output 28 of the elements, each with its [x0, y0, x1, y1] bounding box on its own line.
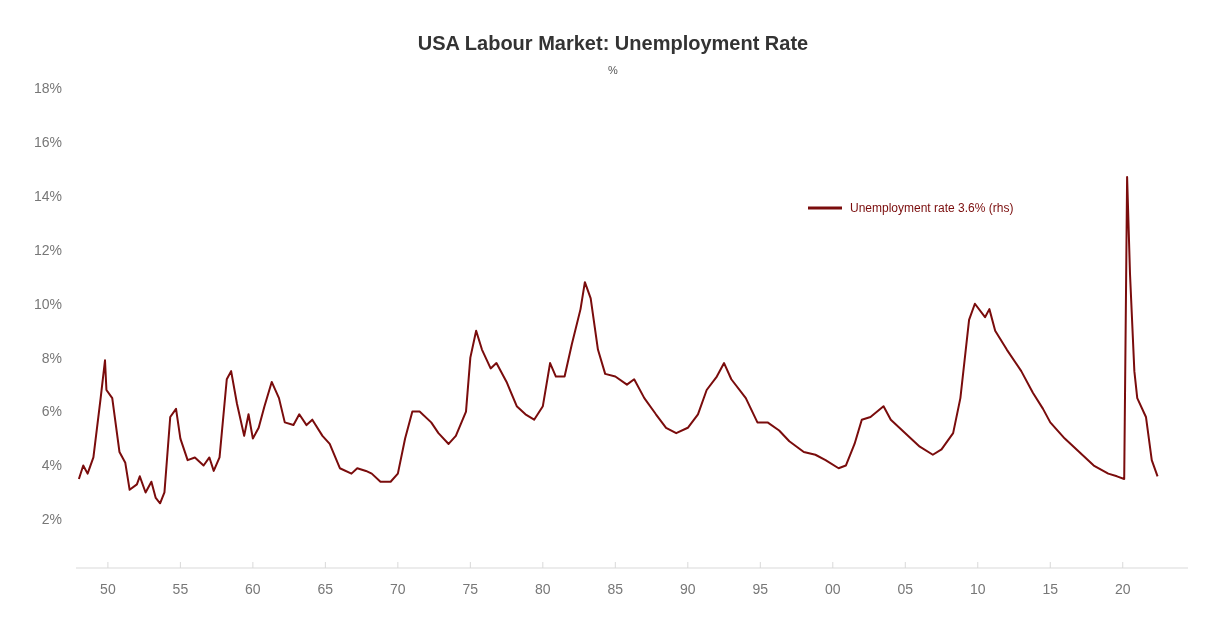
y-tick-label: 16% [33, 133, 62, 150]
x-tick-label: 75 [462, 581, 479, 597]
x-tick-label: 60 [245, 581, 261, 597]
x-tick-label: 05 [897, 581, 914, 597]
x-tick-label: 00 [825, 581, 841, 597]
chart-subtitle: % [608, 64, 619, 76]
line-series [77, 175, 1159, 505]
x-tick-label: 15 [1042, 581, 1059, 597]
y-tick-label: 18% [33, 79, 62, 96]
x-tick-label: 65 [317, 581, 334, 597]
y-tick-label: 10% [33, 295, 62, 312]
x-tick-label: 55 [172, 581, 189, 597]
x-tick-label: 50 [100, 581, 116, 597]
x-tick-label: 70 [390, 581, 406, 597]
y-tick-label: 12% [33, 241, 62, 258]
x-tick-label: 90 [680, 581, 696, 597]
chart-title: USA Labour Market: Unemployment Rate [417, 32, 809, 54]
x-tick-label: 80 [535, 581, 551, 597]
y-tick-label: 14% [33, 187, 62, 204]
x-tick-label: 20 [1114, 581, 1131, 597]
y-tick-label: 8% [41, 349, 62, 366]
x-tick-label: 95 [752, 581, 769, 597]
x-tick-label: 10 [969, 581, 986, 597]
y-tick-label: 2% [41, 511, 62, 528]
x-tick-label: 85 [607, 581, 624, 597]
legend-label: Unemployment rate 3.6% (rhs) [850, 201, 1014, 216]
y-tick-label: 4% [41, 457, 62, 474]
y-tick-label: 6% [41, 403, 62, 420]
